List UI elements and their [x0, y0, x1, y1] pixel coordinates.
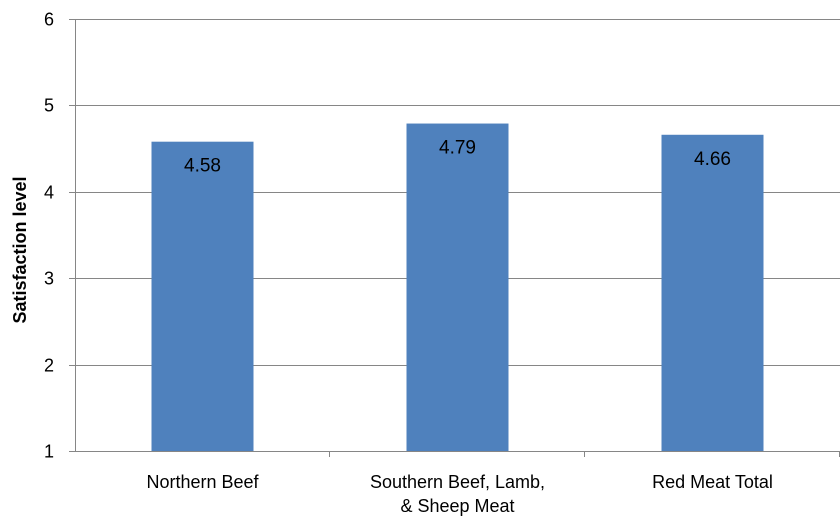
bars	[151, 123, 764, 452]
y-tick-label: 6	[44, 10, 54, 30]
y-tick-label: 2	[44, 356, 54, 376]
y-axis-title: Satisfaction level	[10, 176, 30, 323]
category-label: Red Meat Total	[652, 472, 773, 492]
data-label: 4.79	[439, 138, 476, 159]
y-tick-label: 4	[44, 183, 54, 203]
y-tick-label: 3	[44, 269, 54, 289]
labels: 1 2 3 4 5 6 4.58 Northern Beef 4.79 Southern Beef…	[44, 10, 773, 517]
category-label: Northern Beef	[146, 472, 259, 492]
y-tick-label: 1	[44, 442, 54, 462]
bar	[406, 123, 509, 451]
bar	[151, 141, 254, 452]
axes	[69, 19, 840, 457]
data-label: 4.66	[694, 149, 731, 170]
y-tick-label: 5	[44, 96, 54, 116]
bar	[661, 134, 764, 451]
category-label: Southern Beef, Lamb, & Sheep Meat	[370, 472, 545, 516]
data-label: 4.58	[184, 156, 221, 177]
